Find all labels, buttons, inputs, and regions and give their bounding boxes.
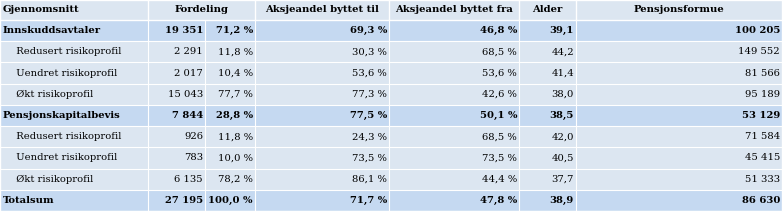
Text: 2 017: 2 017 (174, 69, 203, 78)
Text: Redusert risikoprofil: Redusert risikoprofil (10, 47, 121, 56)
Text: 38,0: 38,0 (551, 90, 574, 99)
Text: 149 552: 149 552 (738, 47, 780, 56)
Text: 51 333: 51 333 (745, 175, 780, 184)
Text: 30,3 %: 30,3 % (352, 47, 387, 56)
Text: 40,5: 40,5 (551, 153, 574, 162)
Bar (0, 41, 782, 62)
Text: Økt risikoprofil: Økt risikoprofil (10, 174, 93, 184)
Text: 2 291: 2 291 (174, 47, 203, 56)
Bar (0, 0, 782, 20)
Text: 7 844: 7 844 (172, 111, 203, 120)
Text: 10,4 %: 10,4 % (218, 69, 253, 78)
Text: Pensjonsformue: Pensjonsformue (633, 5, 724, 15)
Text: 783: 783 (184, 153, 203, 162)
Bar (0, 190, 782, 211)
Text: 68,5 %: 68,5 % (482, 47, 517, 56)
Text: Uendret risikoprofil: Uendret risikoprofil (10, 69, 117, 78)
Text: Alder: Alder (533, 5, 563, 15)
Text: 71,2 %: 71,2 % (216, 26, 253, 35)
Text: 95 189: 95 189 (745, 90, 780, 99)
Text: 27 195: 27 195 (165, 196, 203, 205)
Text: 38,9: 38,9 (550, 196, 574, 205)
Bar (0, 84, 782, 105)
Text: 53,6 %: 53,6 % (352, 69, 387, 78)
Text: 46,8 %: 46,8 % (479, 26, 517, 35)
Text: 86 630: 86 630 (741, 196, 780, 205)
Bar (0, 147, 782, 169)
Text: 11,8 %: 11,8 % (218, 132, 253, 141)
Text: 71 584: 71 584 (744, 132, 780, 141)
Text: 15 043: 15 043 (168, 90, 203, 99)
Text: 69,3 %: 69,3 % (350, 26, 387, 35)
Text: Aksjeandel byttet fra: Aksjeandel byttet fra (395, 5, 513, 15)
Text: 53 129: 53 129 (742, 111, 780, 120)
Text: 28,8 %: 28,8 % (216, 111, 253, 120)
Bar (0, 126, 782, 147)
Text: 42,6 %: 42,6 % (482, 90, 517, 99)
Text: Innskuddsavtaler: Innskuddsavtaler (3, 26, 101, 35)
Text: 81 566: 81 566 (745, 69, 780, 78)
Bar (0, 169, 782, 190)
Text: 38,5: 38,5 (550, 111, 574, 120)
Text: 11,8 %: 11,8 % (218, 47, 253, 56)
Text: 24,3 %: 24,3 % (352, 132, 387, 141)
Text: 100 205: 100 205 (734, 26, 780, 35)
Text: 53,6 %: 53,6 % (482, 69, 517, 78)
Text: Totalsum: Totalsum (3, 196, 55, 205)
Text: 68,5 %: 68,5 % (482, 132, 517, 141)
Text: 19 351: 19 351 (165, 26, 203, 35)
Text: 926: 926 (184, 132, 203, 141)
Text: Pensjonskapitalbevis: Pensjonskapitalbevis (3, 111, 120, 120)
Text: 86,1 %: 86,1 % (352, 175, 387, 184)
Bar (0, 105, 782, 126)
Text: 50,1 %: 50,1 % (479, 111, 517, 120)
Text: 6 135: 6 135 (174, 175, 203, 184)
Text: 100,0 %: 100,0 % (209, 196, 253, 205)
Text: 41,4: 41,4 (551, 69, 574, 78)
Text: Redusert risikoprofil: Redusert risikoprofil (10, 132, 121, 141)
Text: 45 415: 45 415 (744, 153, 780, 162)
Text: 42,0: 42,0 (551, 132, 574, 141)
Bar (0, 20, 782, 41)
Text: 37,7: 37,7 (551, 175, 574, 184)
Text: Økt risikoprofil: Økt risikoprofil (10, 90, 93, 99)
Text: 47,8 %: 47,8 % (479, 196, 517, 205)
Text: 77,7 %: 77,7 % (218, 90, 253, 99)
Text: 73,5 %: 73,5 % (352, 153, 387, 162)
Text: Fordeling: Fordeling (174, 5, 228, 15)
Text: 10,0 %: 10,0 % (218, 153, 253, 162)
Text: 71,7 %: 71,7 % (350, 196, 387, 205)
Text: 77,5 %: 77,5 % (350, 111, 387, 120)
Text: 73,5 %: 73,5 % (482, 153, 517, 162)
Text: 78,2 %: 78,2 % (218, 175, 253, 184)
Bar (0, 62, 782, 84)
Text: 39,1: 39,1 (550, 26, 574, 35)
Text: 44,2: 44,2 (551, 47, 574, 56)
Text: Aksjeandel byttet til: Aksjeandel byttet til (265, 5, 379, 15)
Text: 77,3 %: 77,3 % (352, 90, 387, 99)
Text: 44,4 %: 44,4 % (482, 175, 517, 184)
Text: Gjennomsnitt: Gjennomsnitt (3, 5, 80, 15)
Text: Uendret risikoprofil: Uendret risikoprofil (10, 153, 117, 162)
